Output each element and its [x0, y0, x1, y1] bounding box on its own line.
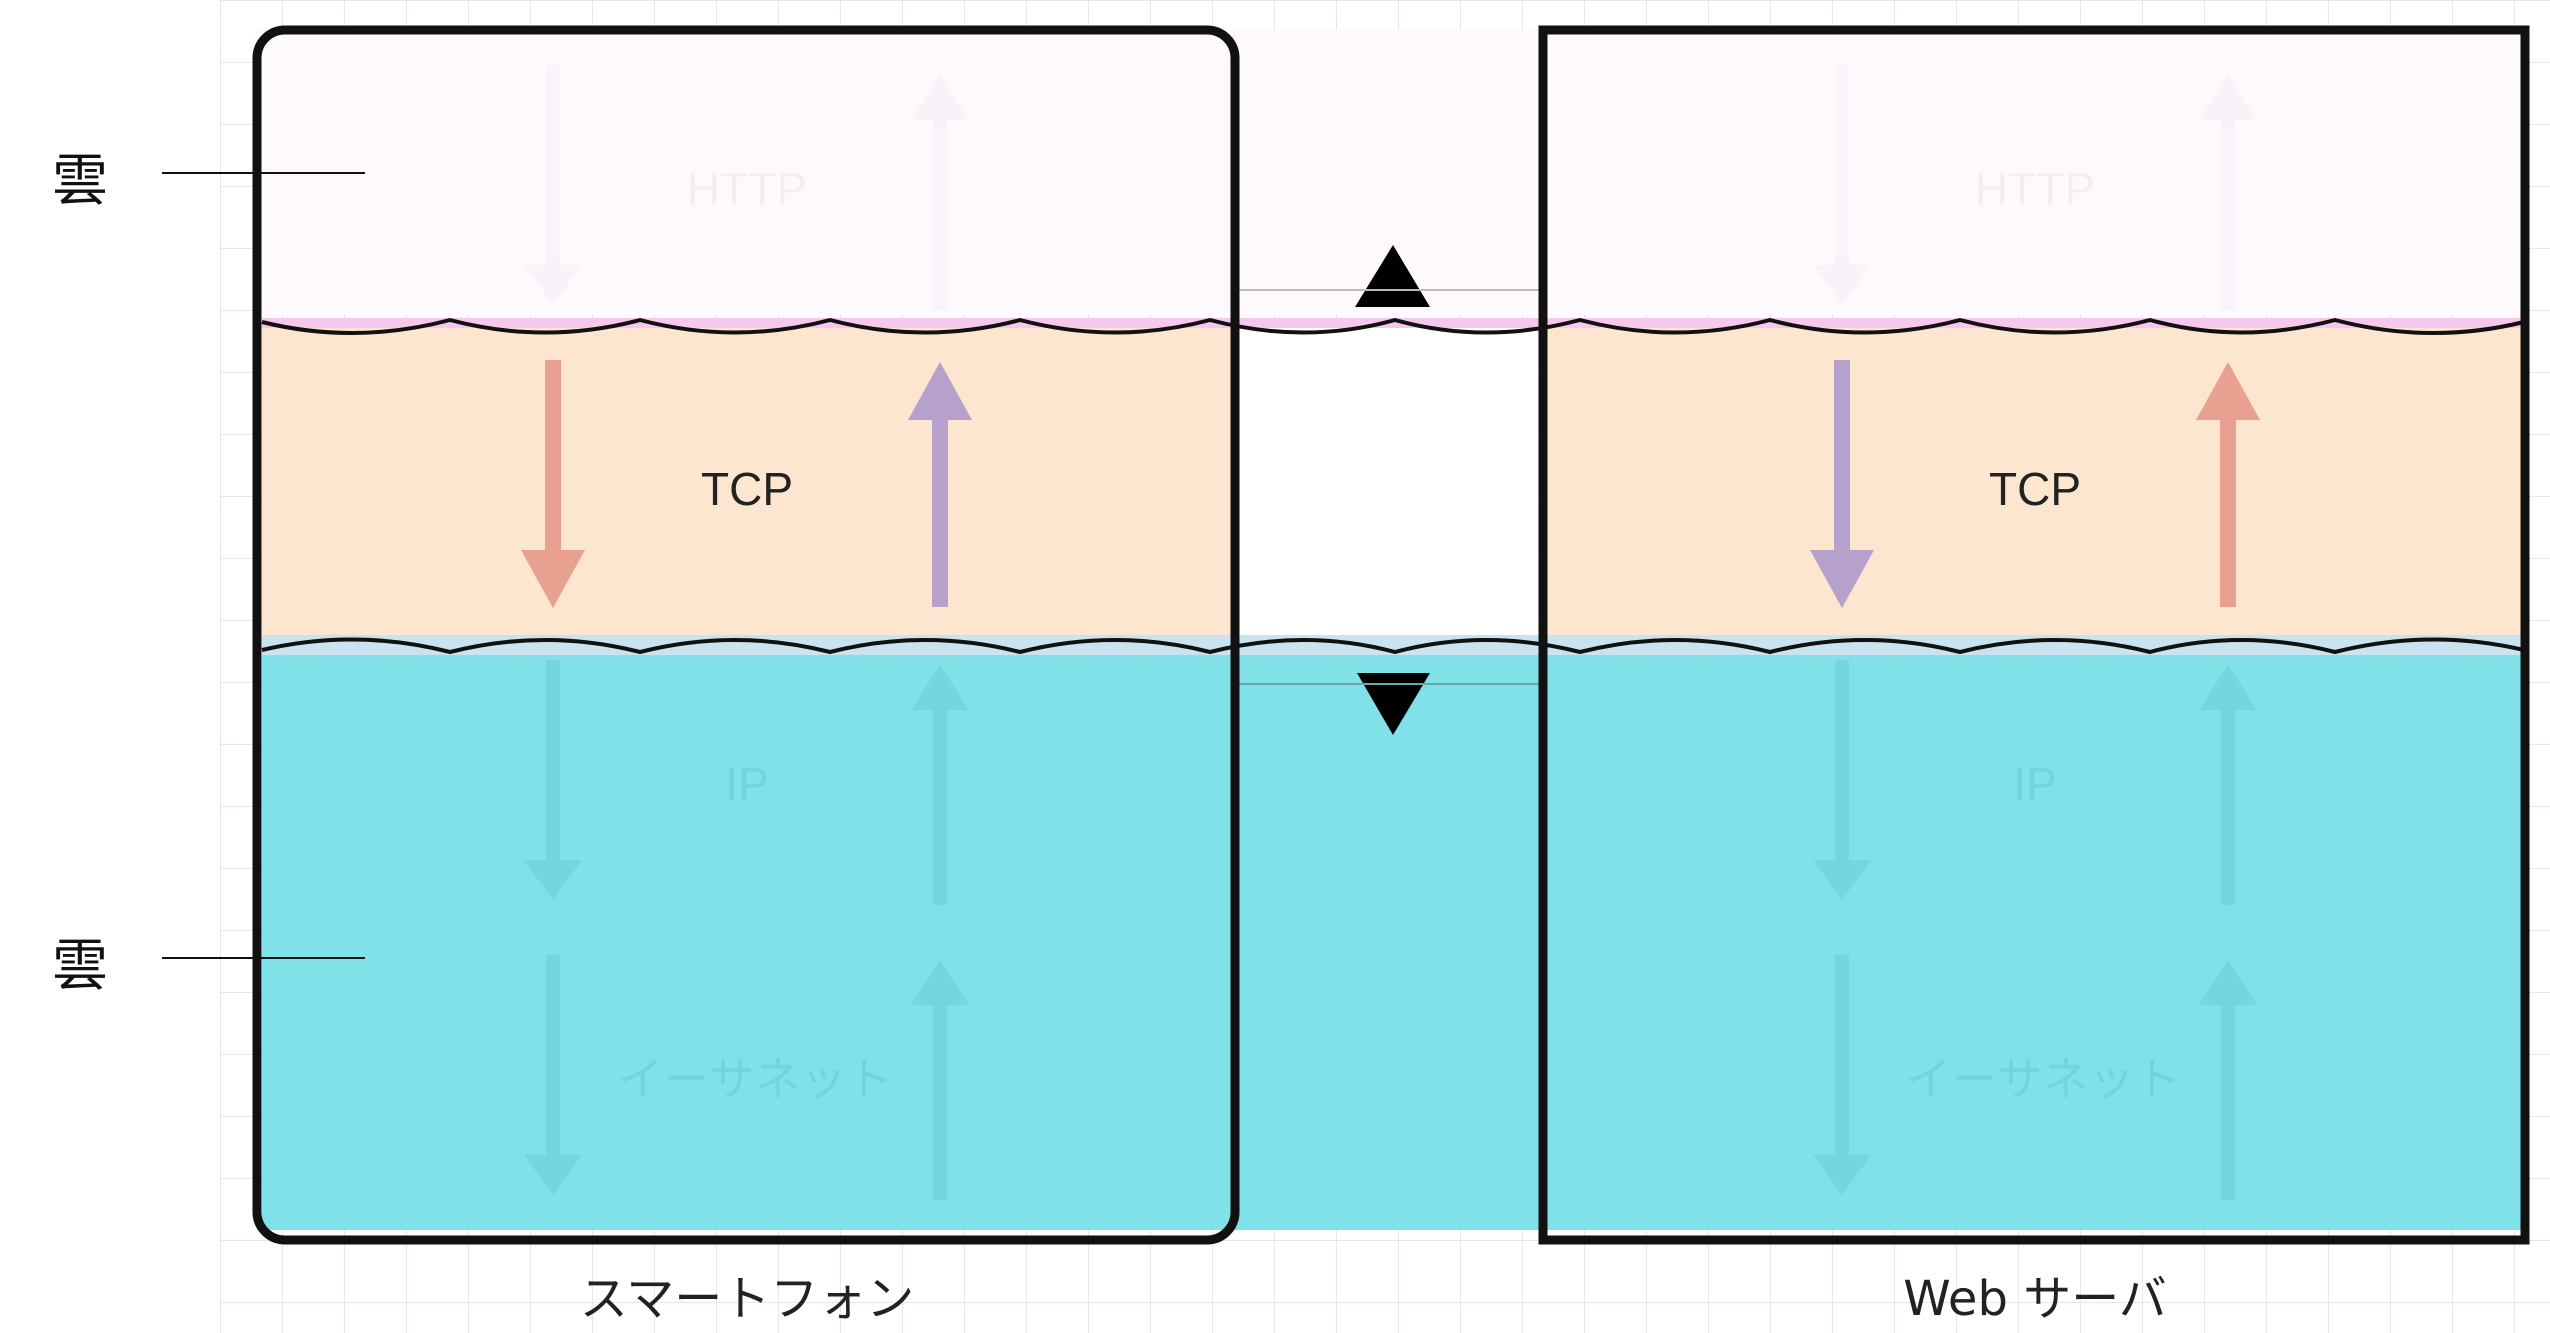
left-tcp-down-arrow: [521, 360, 585, 608]
arrow-down-icon: [524, 955, 582, 1195]
left-tcp-up-arrow: [908, 362, 972, 607]
right-ethernet-label: イーサネット: [1905, 1052, 2180, 1106]
smartphone-frame: [252, 25, 1240, 1245]
arrow-down-icon: [524, 65, 582, 305]
right-tcp-label: TCP: [1989, 463, 2081, 515]
callout-upper-cloud-label: 雲: [52, 149, 108, 214]
arrow-down-icon: [1813, 955, 1871, 1195]
smartphone-caption: スマートフォン: [580, 1271, 915, 1327]
faint-lower-arrows: [524, 660, 2257, 1200]
center-gap: [1240, 322, 1538, 642]
left-tcp-layer-fill: [262, 322, 1232, 642]
triangle-down-icon: [1357, 673, 1430, 735]
arrow-down-icon: [1813, 660, 1871, 900]
arrow-up-icon: [2199, 75, 2257, 310]
arrow-down-icon: [1813, 65, 1871, 305]
arrow-up-icon: [2199, 960, 2257, 1200]
right-tcp-up-arrow: [2196, 362, 2260, 607]
faint-http-arrows: [524, 65, 2257, 310]
callout-lower-cloud-label: 雲: [52, 934, 108, 999]
lower-cloud-band: [262, 650, 2524, 1230]
upper-cloud-edge: [262, 318, 2524, 328]
arrow-up-icon: [911, 665, 969, 905]
left-tcp-label: TCP: [701, 463, 793, 515]
left-http-label: HTTP: [687, 163, 807, 215]
lower-cloud-scallop: [261, 637, 2525, 655]
arrow-up-icon: [911, 960, 969, 1200]
arrow-down-icon: [524, 660, 582, 900]
right-tcp-down-arrow: [1810, 360, 1874, 608]
upper-cloud-scallop: [261, 317, 2525, 335]
triangle-up-icon: [1355, 245, 1430, 307]
web-server-caption: Web サーバ: [1903, 1271, 2166, 1327]
right-ip-label: IP: [2013, 758, 2056, 810]
web-server-frame: [1538, 25, 2530, 1245]
left-ip-label: IP: [725, 758, 768, 810]
arrow-up-icon: [911, 75, 969, 310]
right-http-label: HTTP: [1975, 163, 2095, 215]
right-tcp-layer-fill: [1545, 322, 2523, 642]
left-ethernet-label: イーサネット: [617, 1052, 892, 1106]
arrow-up-icon: [2199, 665, 2257, 905]
